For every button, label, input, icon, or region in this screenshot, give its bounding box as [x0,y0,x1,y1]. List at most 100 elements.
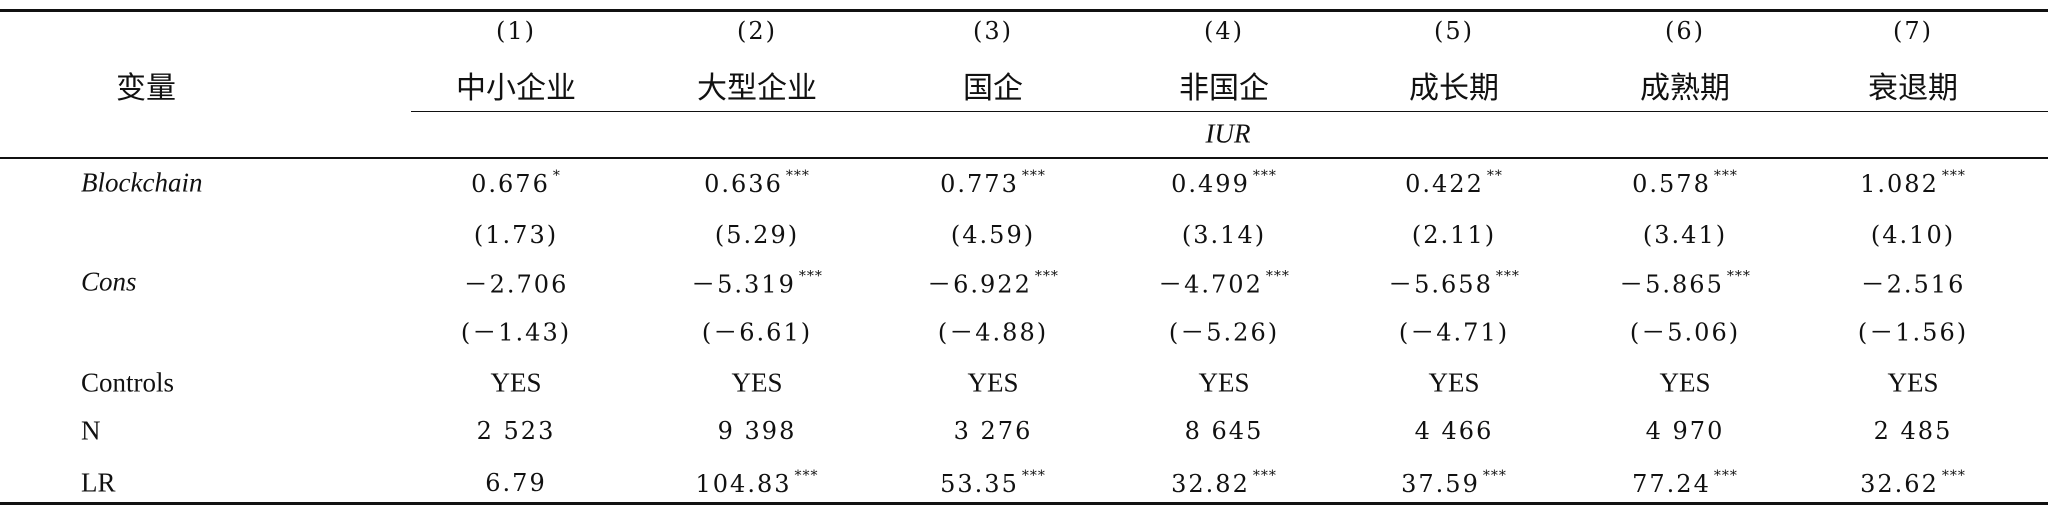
cell-value: 0.578 [1632,170,1711,198]
cell-value: (2.11) [1411,221,1497,249]
cell: －2.706 [464,265,569,300]
column-number: (3) [973,17,1013,45]
cell-value: (－6.61) [701,318,813,347]
cell-value: 8 645 [1184,417,1264,445]
cell: 8 645 [1185,417,1264,445]
cell-value: (－1.56) [1857,318,1969,347]
cell-value: －4.702 [1158,270,1263,299]
cell: 32.62 *** [1860,468,1966,498]
significance-stars: *** [794,468,819,484]
cell: 2 485 [1874,417,1953,445]
column-number: (1) [496,17,536,45]
cell: －6.922 *** [927,265,1059,300]
cell: －5.658 *** [1388,265,1520,300]
significance-stars: *** [1482,468,1507,484]
cell: 53.35 *** [940,468,1046,498]
cell: (－4.71) [1399,313,1509,348]
cell: (－1.43) [461,313,571,348]
cell: 0.636 *** [704,168,810,198]
cell-value: －5.319 [691,270,796,299]
bottom-rule [0,502,2048,505]
cell: (－4.88) [938,313,1048,348]
cell-value: (－1.43) [460,318,572,347]
cell-value: YES [731,367,783,398]
cell-value: －2.706 [463,270,569,299]
cell: 9 398 [718,417,797,445]
row-label: Blockchain [81,167,203,198]
cell: (2.11) [1412,221,1496,249]
cell: 6.79 [485,469,546,497]
cell-value: 77.24 [1632,470,1711,498]
cell-value: 53.35 [940,470,1019,498]
cell: YES [967,368,1018,399]
cell: YES [1887,368,1938,399]
significance-stars: *** [1941,168,1966,184]
cell-value: 32.82 [1171,470,1250,498]
row-label: Cons [81,266,137,297]
variable-header: 变量 [116,72,176,105]
cell: (－6.61) [702,313,812,348]
cell-value: (－5.06) [1629,318,1741,347]
cell: 0.578 *** [1632,168,1738,198]
cell-value: 0.636 [704,170,783,198]
significance-stars: *** [1252,468,1277,484]
cell: －5.319 *** [691,265,823,300]
cell: YES [490,368,541,399]
cell-value: 4 970 [1645,417,1725,445]
cell-value: 32.62 [1860,470,1939,498]
cell: (－1.56) [1858,313,1968,348]
cell: YES [1659,368,1710,399]
cell-value: (－5.26) [1168,318,1280,347]
cell: 4 970 [1646,417,1725,445]
cell-value: －6.922 [927,270,1032,299]
row-label: Controls [81,367,175,398]
cell: 37.59 *** [1401,468,1507,498]
cell: (5.29) [715,221,799,249]
cell: －4.702 *** [1158,265,1290,300]
cell-value: 0.422 [1405,170,1484,198]
cell-value: YES [1198,367,1250,398]
cell: 1.082 *** [1860,168,1966,198]
cell-value: 4 466 [1414,417,1494,445]
cell-value: (4.59) [950,221,1036,249]
significance-stars: *** [1495,268,1520,285]
significance-stars: *** [1941,468,1966,484]
cell: YES [1428,368,1479,399]
cell: YES [731,368,782,399]
cell: 0.676 * [471,168,561,198]
cell-value: 9 398 [717,417,797,445]
cell: YES [1198,368,1249,399]
cell: (4.10) [1871,221,1955,249]
header-rule [0,157,2048,159]
cell: －5.865 *** [1619,265,1751,300]
cell-value: 3 276 [953,417,1033,445]
mid-rule [411,111,2048,112]
cell: －2.516 [1861,265,1966,300]
cell-value: (－4.88) [937,318,1049,347]
cell-value: －2.516 [1860,270,1966,299]
significance-stars: * [552,168,561,184]
cell-value: (－4.71) [1398,318,1510,347]
cell: (1.73) [474,221,558,249]
significance-stars: *** [1021,168,1046,184]
cell-value: 2 485 [1873,417,1953,445]
column-number: (2) [737,17,777,45]
dependent-variable: IUR [1205,118,1251,149]
column-name: 成长期 [1409,72,1499,105]
significance-stars: *** [798,268,823,285]
cell: 4 466 [1415,417,1494,445]
cell-value: 1.082 [1860,170,1939,198]
significance-stars: *** [1713,468,1738,484]
cell-value: 6.79 [485,469,547,497]
cell-value: (5.29) [714,221,800,249]
cell-value: (3.14) [1181,221,1267,249]
column-name: 非国企 [1179,72,1269,105]
cell-value: －5.865 [1619,270,1724,299]
column-name: 中小企业 [456,72,576,105]
significance-stars: *** [1265,268,1290,285]
cell-value: (1.73) [473,221,559,249]
cell: 77.24 *** [1632,468,1738,498]
cell-value: 2 523 [476,417,556,445]
significance-stars: *** [1021,468,1046,484]
